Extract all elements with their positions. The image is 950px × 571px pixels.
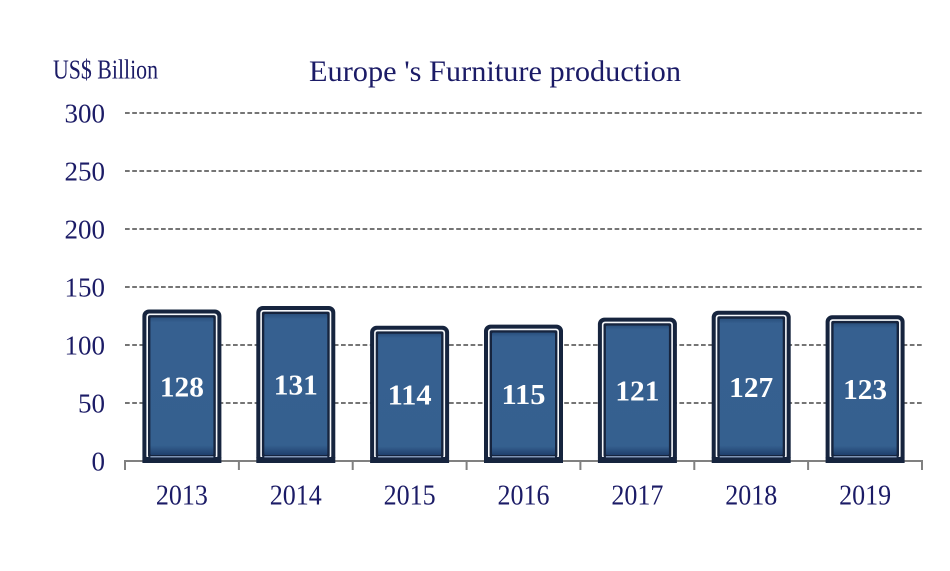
svg-text:US$ Billion: US$ Billion [53,54,158,84]
svg-text:121: 121 [615,376,659,407]
svg-text:50: 50 [78,389,105,419]
svg-text:100: 100 [65,331,106,361]
svg-text:127: 127 [729,373,773,404]
svg-text:2019: 2019 [839,480,891,511]
svg-text:2014: 2014 [270,480,322,511]
svg-text:2018: 2018 [725,480,777,511]
svg-text:115: 115 [502,380,546,411]
svg-text:123: 123 [843,375,887,406]
svg-text:200: 200 [65,215,106,245]
svg-text:2013: 2013 [156,480,208,511]
svg-text:2016: 2016 [498,480,550,511]
svg-text:0: 0 [92,447,106,477]
svg-text:128: 128 [160,372,204,403]
svg-text:2017: 2017 [611,480,663,511]
svg-text:300: 300 [65,99,106,129]
svg-text:131: 131 [274,371,318,402]
svg-text:114: 114 [388,380,432,411]
svg-text:Europe 's Furniture production: Europe 's Furniture production [309,55,681,88]
svg-text:250: 250 [65,157,106,187]
svg-text:2015: 2015 [384,480,436,511]
svg-text:150: 150 [65,273,106,303]
